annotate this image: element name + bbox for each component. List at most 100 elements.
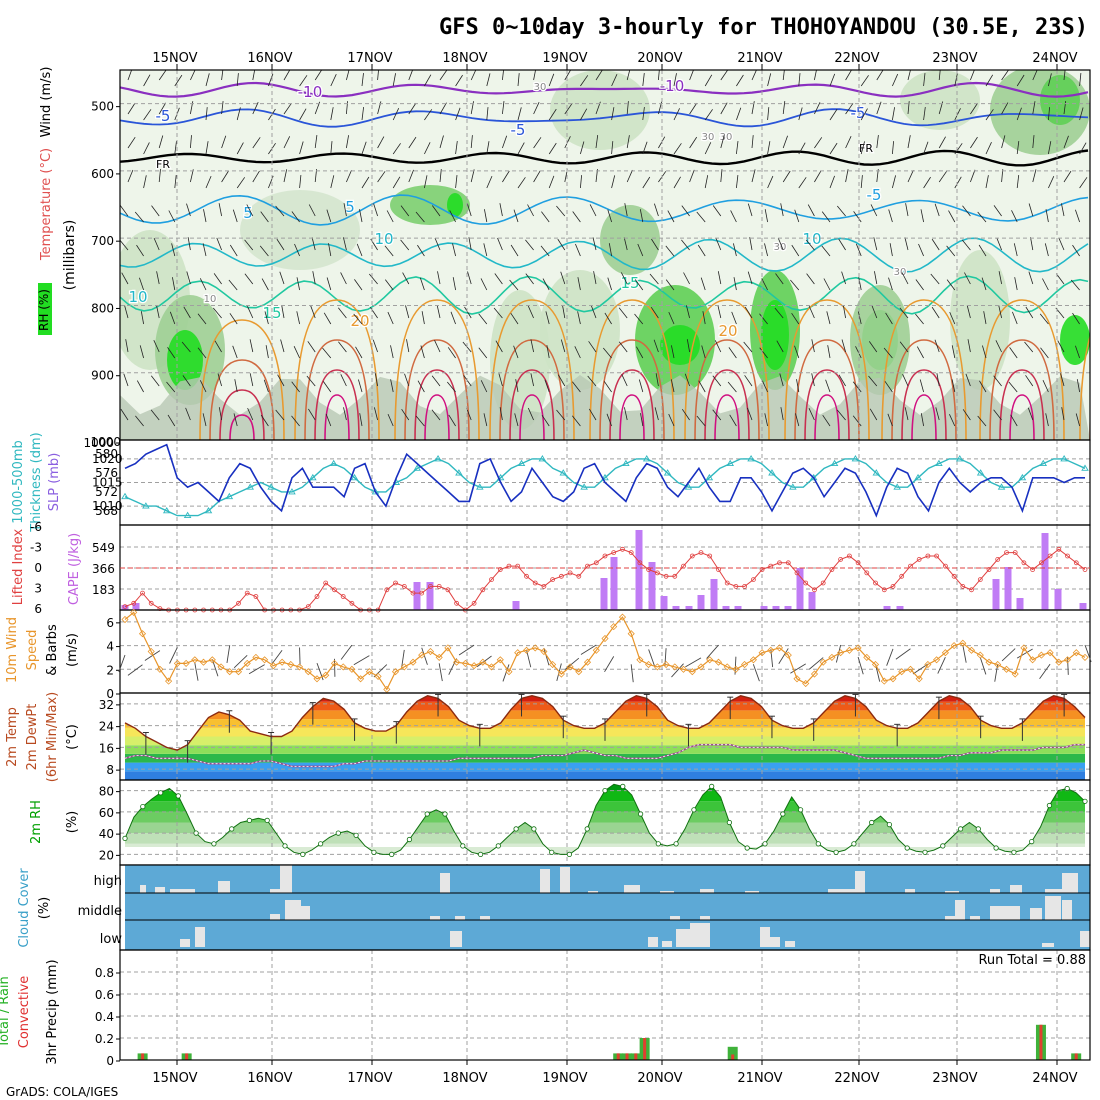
wind-barb [1001, 102, 1009, 115]
wind-barb [681, 239, 690, 251]
surface-wind-barb [790, 663, 806, 674]
wind-barb [484, 209, 488, 223]
wind-barb [415, 211, 425, 223]
wind-barb [918, 243, 924, 257]
wind-barb [401, 408, 410, 421]
wind-barb [808, 408, 815, 421]
wind-speed-point [653, 663, 661, 671]
surface-wind-barb [630, 664, 634, 683]
wind-barb [218, 203, 222, 217]
surface-wind-barb [809, 657, 824, 670]
wind-barb [871, 305, 878, 319]
slp-thickness-panel: 1000 568 572 576 580 1010 1015 1020 1000-500mb Th… [11, 432, 1091, 533]
wind-barb [916, 346, 924, 359]
wind-speed-point [1081, 653, 1089, 661]
wind-barb [346, 135, 349, 149]
wind-speed-point [199, 658, 208, 666]
wind-barb [962, 205, 971, 217]
warm-contour [1089, 411, 1090, 440]
wind-barb [780, 407, 784, 421]
wind-barb [736, 107, 742, 121]
wind-barb [434, 237, 441, 251]
wind-speed-point [147, 647, 155, 656]
wind-barb [502, 70, 504, 81]
y-tick-label: 8 [106, 763, 114, 777]
y-tick-label: 0.6 [95, 988, 114, 1002]
lifted-index-point [628, 550, 634, 555]
wind-barb [167, 414, 176, 427]
wind-barb [480, 380, 488, 393]
wind-speed-point [1011, 670, 1019, 678]
wind-barb [712, 205, 722, 217]
thickness-point [935, 459, 943, 467]
warm-contour [804, 369, 850, 440]
cloud-cover-bar [624, 885, 640, 893]
wind-barb [452, 277, 456, 291]
wind-speed-point [575, 668, 583, 676]
wind-barb [761, 278, 768, 291]
wind-speed-point [130, 608, 138, 616]
wind10-axis-label-speed: Speed [25, 630, 40, 671]
wind-barb [970, 136, 978, 149]
lifted-index-point [524, 573, 529, 579]
wind-barb [183, 306, 191, 319]
thickness-point [976, 469, 985, 476]
wind-barb [199, 380, 207, 393]
wind-barb [736, 74, 744, 87]
wind-speed-point [828, 653, 836, 661]
lifted-index-point [855, 560, 861, 566]
wind-barb [948, 210, 956, 223]
cloud-cover-bar [270, 914, 280, 920]
wind-barb [120, 205, 129, 217]
rh-point [300, 851, 306, 858]
wind-barb [343, 407, 347, 421]
wind-barb [954, 73, 958, 87]
wind-barb [966, 305, 971, 319]
wind-barb [322, 347, 332, 359]
wind-barb [904, 237, 909, 251]
wind-barb [767, 73, 772, 87]
lifted-index-point [742, 584, 747, 589]
lifted-index-point [890, 584, 896, 589]
wind-barb [197, 313, 207, 325]
wind-barb [993, 205, 1002, 217]
wind-barb [673, 108, 680, 121]
wind-barb [728, 347, 737, 359]
surface-wind-barb [194, 662, 199, 681]
wind-barb [1058, 237, 1065, 251]
warm-contour [394, 299, 480, 440]
wind-barb [1040, 347, 1049, 359]
wind-barb [439, 135, 444, 149]
rh-point [922, 849, 928, 855]
rh-point [869, 819, 875, 826]
wind-barb [855, 243, 862, 257]
wind-barb [420, 345, 425, 359]
cape-tick-label: 183 [92, 583, 115, 597]
wind-barb [1072, 312, 1080, 325]
thickness-point [1018, 473, 1027, 481]
wind-barb [291, 211, 300, 223]
temp-color-band [125, 701, 1085, 711]
wind-barb [355, 346, 363, 359]
wind-barb [359, 209, 363, 223]
lifted-index-point [332, 587, 337, 593]
li-tick-label: -3 [30, 541, 42, 555]
lifted-index-point [768, 563, 774, 569]
thickness-point [872, 469, 881, 476]
cape-bar [710, 579, 718, 610]
wind-barb [876, 135, 879, 149]
wind-barb [525, 273, 534, 285]
wind-barb [232, 345, 238, 359]
wind-barb [564, 70, 572, 81]
wind-barb [827, 345, 831, 359]
y-tick-label: 800 [91, 301, 114, 315]
rh-blob [540, 270, 620, 390]
thickness-point [684, 483, 693, 490]
wind-barb [136, 244, 144, 257]
lifted-index-point [733, 584, 739, 589]
wind-barb [767, 141, 771, 155]
wind-speed-point [994, 660, 1002, 669]
warm-contour [784, 299, 870, 440]
wind-barb [744, 375, 753, 387]
rh-color-band [125, 822, 1085, 834]
